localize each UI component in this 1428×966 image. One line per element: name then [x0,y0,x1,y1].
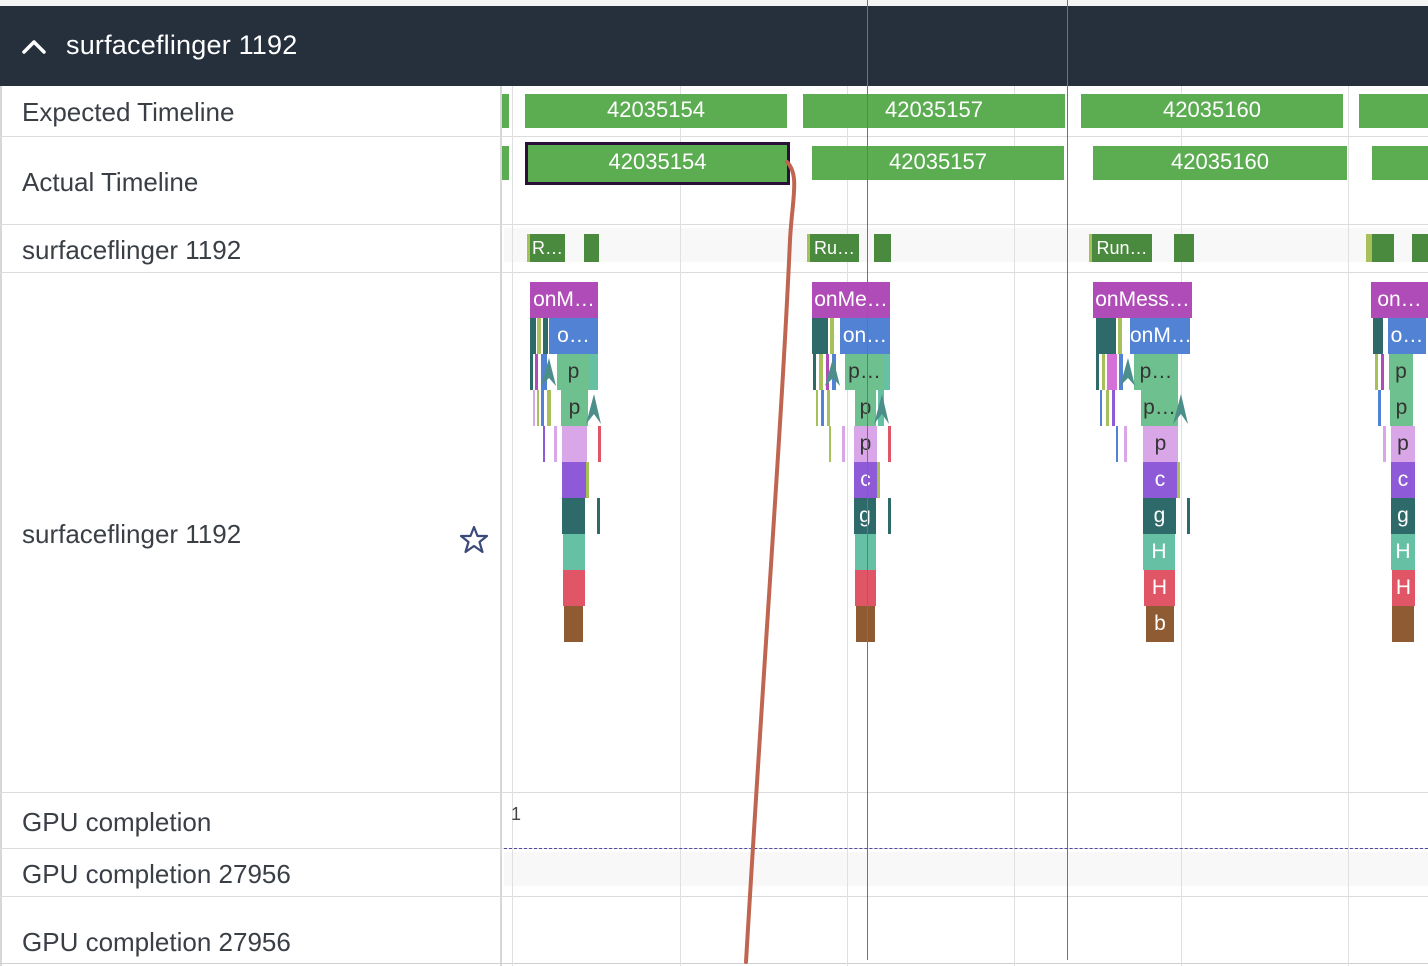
thread-slice[interactable] [1174,234,1194,262]
expected-frame-sliver[interactable] [502,94,509,128]
slice-onmessage[interactable]: on… [1371,282,1428,318]
track-label-actual-timeline[interactable]: Actual Timeline [22,167,199,197]
slice-onmessage[interactable]: onM… [530,282,598,318]
slice[interactable]: o… [549,318,598,354]
slice[interactable]: H [1392,570,1415,606]
slice[interactable]: p [557,354,590,390]
thread-slice[interactable]: Run… [1092,234,1152,262]
expected-frame[interactable]: 42035157 [803,94,1065,128]
expected-frame-partial[interactable] [1359,94,1428,128]
actual-frame[interactable]: 42035157 [812,146,1064,180]
slice-onmessage[interactable]: onMe… [812,282,890,318]
track-label-main-thread[interactable]: surfaceflinger 1192 [22,519,242,549]
thread-slice[interactable] [874,234,891,262]
slice[interactable]: H [1144,570,1175,606]
timestamp-marker[interactable] [1067,0,1068,960]
thread-slice[interactable] [1372,234,1394,262]
slice[interactable]: p [561,390,588,426]
process-title: surfaceflinger 1192 [66,30,298,60]
actual-frame-sliver[interactable] [502,146,509,180]
slice[interactable]: c [854,462,877,498]
track-shell-column [0,86,502,966]
thread-slice[interactable] [1412,234,1428,262]
slice[interactable]: b [1146,606,1174,642]
slice[interactable]: onM… [1130,318,1190,354]
track-label-gpu-completion[interactable]: GPU completion [22,807,212,837]
slice[interactable]: c [1391,462,1415,498]
thread-slice[interactable]: Ru… [810,234,859,262]
slice[interactable]: g [854,498,876,534]
slice[interactable]: c [1143,462,1177,498]
track-label-gpu-completion-27956-a[interactable]: GPU completion 27956 [22,859,291,889]
pin-star-icon[interactable] [458,524,490,556]
slice[interactable]: g [1143,498,1176,534]
chevron-up-icon[interactable] [20,34,48,58]
slice[interactable]: g [1391,498,1415,534]
gpu-counter-line [504,848,1428,849]
slice[interactable]: p [1389,354,1413,390]
timestamp-marker[interactable] [867,0,868,960]
expected-frame[interactable]: 42035154 [525,94,787,128]
slice[interactable]: H [1391,534,1415,570]
process-header[interactable]: surfaceflinger 1192 [0,6,1428,86]
thread-slice[interactable]: R… [530,234,565,262]
slice[interactable]: p [1143,426,1178,462]
slice[interactable]: H [1143,534,1175,570]
slice[interactable]: p [1391,426,1415,462]
track-label-gpu-completion-27956-b[interactable]: GPU completion 27956 [22,927,291,957]
slice[interactable]: p [854,426,877,462]
gpu-counter-max-label: 1 [511,804,522,824]
actual-frame-selected[interactable]: 42035154 [525,142,790,185]
actual-frame[interactable]: 42035160 [1093,146,1347,180]
slice[interactable]: p… [1141,390,1178,426]
slice[interactable]: o… [1388,318,1426,354]
slice[interactable]: p… [1134,354,1178,390]
slice[interactable]: on… [840,318,890,354]
track-label-process-thread[interactable]: surfaceflinger 1192 [22,235,242,265]
expected-frame[interactable]: 42035160 [1081,94,1343,128]
slice-onmessage[interactable]: onMess… [1093,282,1192,318]
thread-slice[interactable] [584,234,599,262]
slice[interactable]: p… [845,354,884,390]
slice[interactable]: p [1390,390,1413,426]
slice[interactable]: p [855,390,876,426]
track-label-expected-timeline[interactable]: Expected Timeline [22,97,235,127]
actual-frame-partial[interactable] [1372,146,1428,180]
